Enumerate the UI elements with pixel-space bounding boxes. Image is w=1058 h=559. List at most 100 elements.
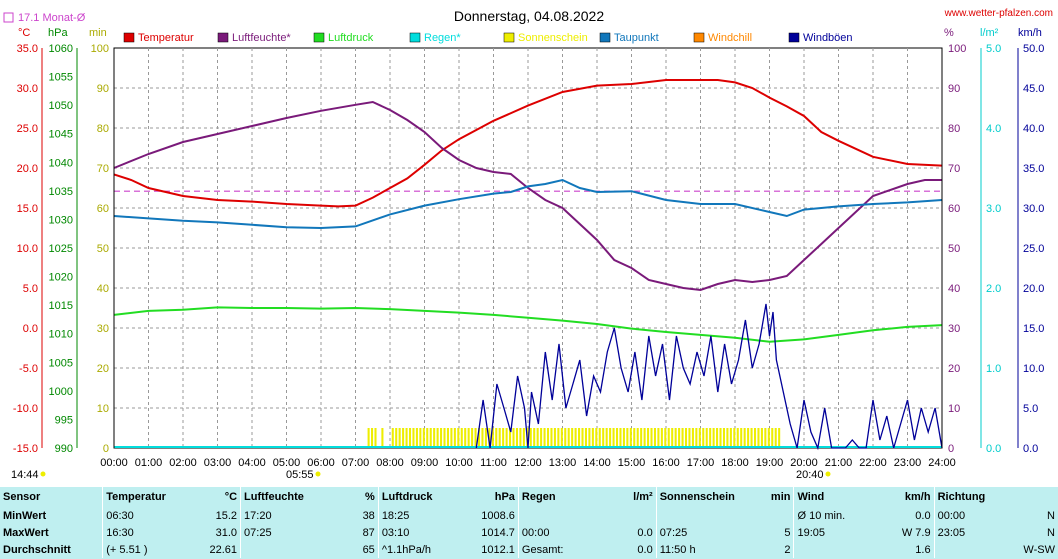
sunrise-time: 05:55: [286, 469, 314, 481]
sunshine-bar: [722, 428, 725, 448]
stats-cell: 03:10: [377, 524, 465, 541]
sunshine-bar: [408, 428, 412, 448]
site-link[interactable]: www.wetter-pfalzen.com: [944, 8, 1053, 19]
x-tick-label: 13:00: [549, 457, 577, 469]
stats-header-cell: km/h: [904, 491, 931, 503]
pressure-tick-label: 1035: [49, 186, 73, 198]
temp-tick-label: 0.0: [23, 323, 38, 335]
sunshine-bar: [747, 428, 750, 448]
sunshine-bar: [412, 428, 415, 448]
wind-tick-label: 40.0: [1023, 123, 1044, 135]
sunshine-bar: [636, 428, 639, 448]
stats-header-cell: l/m²: [633, 491, 653, 503]
sunshine-bar: [371, 428, 374, 448]
x-tick-label: 21:00: [825, 457, 853, 469]
sunshine-bar: [712, 428, 715, 448]
pressure-tick-label: 1010: [49, 329, 73, 341]
temp-tick-label: 25.0: [17, 123, 38, 135]
stats-cell: Ø 10 min.: [793, 507, 881, 524]
stats-cell: 17:20: [240, 507, 332, 524]
sunshine-bar: [695, 428, 698, 448]
rain-tick-label: 0.0: [986, 443, 1001, 455]
humidity-tick-label: 70: [948, 163, 960, 175]
avg-marker-icon: [3, 12, 14, 23]
sunshine-bar: [367, 428, 370, 448]
stats-cell: 0.0: [637, 526, 653, 539]
pressure-tick-label: 1045: [49, 129, 73, 141]
legend-swatch: [503, 32, 515, 43]
stats-header-cell: Sonnenschein: [655, 487, 743, 507]
sunshine-bar: [381, 428, 384, 448]
sunshine-bar: [705, 428, 708, 448]
sunshine-bar: [546, 428, 550, 448]
stats-header-cell: Richtung: [933, 487, 1014, 507]
stats-cell: 18:25: [377, 507, 465, 524]
wind-tick-label: 25.0: [1023, 243, 1044, 255]
axes: 35.0 30.0 25.0 20.0 15.0 10.0 5.0 0.0 -5.0 -10.0 -…: [13, 43, 1045, 469]
x-tick-label: 16:00: [652, 457, 680, 469]
sunshine-bar: [467, 428, 470, 448]
stats-cell: 19:05: [793, 524, 881, 541]
sun-tick-label: 80: [97, 123, 109, 135]
sunshine-bar: [391, 428, 394, 448]
stats-header-cell: %: [365, 491, 375, 503]
sunshine-bar: [415, 428, 418, 448]
legend-swatch: [693, 32, 705, 43]
sunshine-bar: [374, 428, 377, 448]
sunshine-bar: [588, 428, 591, 448]
humidity-tick-label: 90: [948, 83, 960, 95]
x-tick-label: 05:00: [273, 457, 301, 469]
pressure-tick-label: 1005: [49, 357, 73, 369]
wind-tick-label: 20.0: [1023, 283, 1044, 295]
stats-cell: [933, 541, 1014, 558]
sunshine-bar: [443, 428, 446, 448]
stats-cell: 1.6: [915, 543, 931, 556]
sunshine-bar: [540, 428, 543, 448]
temp-tick-label: 20.0: [17, 163, 38, 175]
sunshine-bar: [750, 428, 753, 448]
sunshine-bar: [716, 428, 719, 448]
sunshine-bar: [671, 428, 674, 448]
stats-row: MaxWert 16:30 31.0 07:25 87 03:10 1014.7 00:00 0…: [0, 524, 1058, 541]
wind-tick-label: 10.0: [1023, 363, 1044, 375]
legend-label: Temperatur: [138, 32, 194, 44]
stats-cell: 0.0: [915, 509, 931, 522]
sunshine-bar: [564, 428, 567, 448]
stats-header-row: Sensor Temperatur °C Luftfeuchte% Luftdruck h…: [0, 487, 1058, 507]
stats-row-label: MinWert: [3, 509, 47, 522]
wind-tick-label: 35.0: [1023, 163, 1044, 175]
x-tick-label: 06:00: [307, 457, 335, 469]
sunshine-bar: [509, 428, 512, 448]
sunshine-bar: [774, 428, 777, 448]
wind-tick-label: 45.0: [1023, 83, 1044, 95]
rain-tick-label: 5.0: [986, 43, 1001, 55]
sunshine-bar: [543, 428, 546, 448]
sunshine-bar: [460, 428, 463, 448]
temp-tick-label: 10.0: [17, 243, 38, 255]
sunshine-bar: [698, 428, 701, 448]
sun-tick-label: 70: [97, 163, 109, 175]
sunshine-bar: [729, 428, 732, 448]
sunshine-bar: [726, 428, 729, 448]
sunshine-bar: [498, 428, 501, 448]
x-tick-label: 08:00: [376, 457, 404, 469]
temp-tick-label: 30.0: [17, 83, 38, 95]
sunshine-bar: [571, 428, 574, 448]
sun-tick-label: 60: [97, 203, 109, 215]
stats-row-label: MaxWert: [3, 526, 49, 539]
stats-cell: 11:50 h: [655, 541, 743, 558]
x-tick-label: 22:00: [859, 457, 887, 469]
sunshine-bar: [481, 428, 484, 448]
sunshine-bar: [643, 428, 646, 448]
sunshine-bar: [398, 428, 401, 448]
sunshine-bar: [622, 428, 625, 448]
sun-tick-label: 0: [103, 443, 109, 455]
pressure-tick-label: 995: [55, 414, 73, 426]
sunshine-bar: [395, 428, 398, 448]
sunshine-bar: [719, 428, 722, 448]
sunshine-bar: [491, 428, 494, 448]
stats-cell: 16:30: [102, 524, 187, 541]
sunshine-bar: [678, 428, 681, 448]
sunshine-bar: [488, 428, 491, 448]
sun-tick-label: 30: [97, 323, 109, 335]
